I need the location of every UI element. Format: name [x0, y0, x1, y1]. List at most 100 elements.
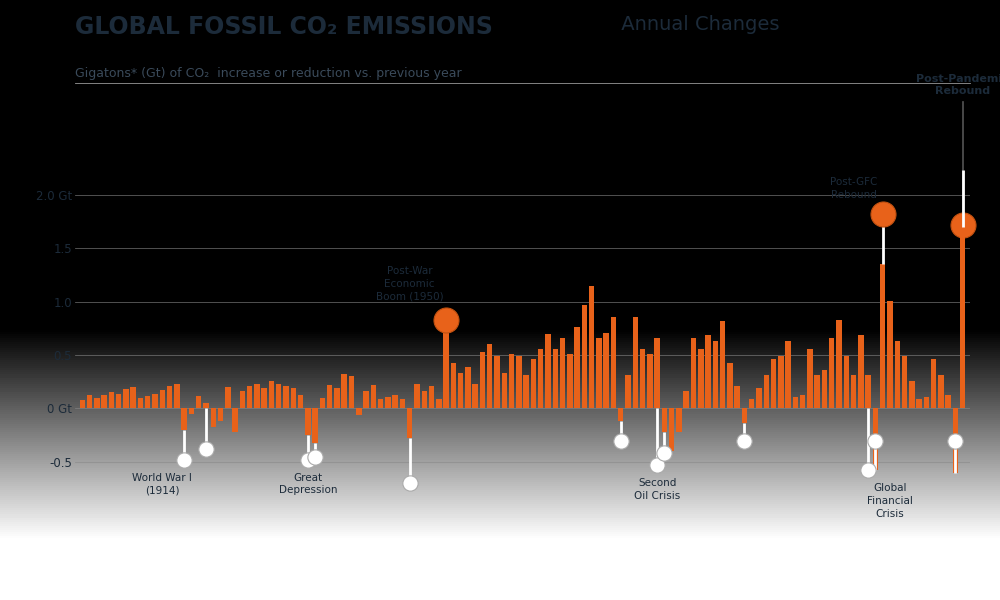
Bar: [429, 386, 434, 409]
Bar: [94, 398, 100, 409]
Bar: [531, 359, 536, 409]
Bar: [138, 398, 143, 409]
Bar: [196, 395, 201, 409]
Bar: [945, 395, 951, 409]
Text: Post-War
Economic
Boom (1950): Post-War Economic Boom (1950): [376, 266, 444, 302]
Bar: [225, 387, 231, 409]
Bar: [283, 386, 289, 409]
Bar: [502, 373, 507, 409]
Bar: [705, 335, 711, 409]
Bar: [647, 354, 653, 409]
Bar: [713, 341, 718, 409]
Bar: [931, 359, 936, 409]
Bar: [276, 384, 281, 409]
Text: Annual Changes: Annual Changes: [615, 15, 780, 34]
Bar: [211, 409, 216, 427]
Bar: [727, 362, 733, 409]
Bar: [160, 391, 165, 409]
Bar: [895, 341, 900, 409]
Bar: [247, 386, 252, 409]
Bar: [764, 376, 769, 409]
Bar: [174, 384, 180, 409]
Bar: [873, 409, 878, 470]
Text: GLOBAL FOSSIL CO₂ EMISSIONS: GLOBAL FOSSIL CO₂ EMISSIONS: [75, 15, 493, 39]
Bar: [152, 394, 158, 409]
Bar: [785, 341, 791, 409]
Bar: [254, 384, 260, 409]
Bar: [603, 332, 609, 409]
Text: World War I
(1914): World War I (1914): [132, 473, 192, 496]
Bar: [545, 334, 551, 409]
Bar: [640, 349, 645, 409]
Bar: [130, 387, 136, 409]
Text: Gigatons* (Gt) of CO₂  increase or reduction vs. previous year: Gigatons* (Gt) of CO₂ increase or reduct…: [75, 67, 462, 80]
Bar: [771, 359, 776, 409]
Bar: [807, 349, 813, 409]
Bar: [836, 320, 842, 409]
Bar: [880, 264, 885, 409]
Bar: [312, 409, 318, 443]
Bar: [829, 338, 834, 409]
Bar: [625, 376, 631, 409]
Bar: [778, 356, 784, 409]
Bar: [589, 286, 594, 409]
Bar: [298, 395, 303, 409]
Bar: [407, 409, 412, 439]
Bar: [167, 386, 172, 409]
Bar: [814, 376, 820, 409]
Bar: [567, 354, 573, 409]
Text: Global
Financial
Crisis: Global Financial Crisis: [867, 483, 913, 519]
Bar: [334, 388, 340, 409]
Bar: [218, 409, 223, 421]
Bar: [356, 409, 362, 415]
Bar: [851, 376, 856, 409]
Bar: [742, 409, 747, 424]
Bar: [109, 392, 114, 409]
Bar: [574, 327, 580, 409]
Bar: [887, 301, 893, 409]
Bar: [654, 338, 660, 409]
Bar: [385, 397, 391, 409]
Bar: [611, 317, 616, 409]
Bar: [909, 380, 915, 409]
Bar: [240, 391, 245, 409]
Bar: [291, 388, 296, 409]
Bar: [691, 338, 696, 409]
Bar: [800, 395, 805, 409]
Bar: [203, 403, 209, 409]
Bar: [509, 354, 514, 409]
Bar: [749, 399, 754, 409]
Bar: [451, 362, 456, 409]
Bar: [582, 305, 587, 409]
Bar: [902, 356, 907, 409]
Bar: [189, 409, 194, 414]
Bar: [341, 374, 347, 409]
Bar: [953, 409, 958, 473]
Bar: [844, 356, 849, 409]
Bar: [865, 376, 871, 409]
Bar: [698, 349, 704, 409]
Bar: [181, 409, 187, 430]
Bar: [232, 409, 238, 432]
Text: Post-GFC
Rebound: Post-GFC Rebound: [830, 177, 877, 200]
Bar: [938, 376, 944, 409]
Bar: [378, 399, 383, 409]
Text: Second
Oil Crisis: Second Oil Crisis: [634, 478, 680, 501]
Bar: [261, 388, 267, 409]
Bar: [822, 370, 827, 409]
Bar: [924, 397, 929, 409]
Bar: [414, 384, 420, 409]
Bar: [269, 380, 274, 409]
Bar: [363, 391, 369, 409]
Bar: [960, 227, 965, 409]
Bar: [560, 338, 565, 409]
Bar: [633, 317, 638, 409]
Bar: [793, 397, 798, 409]
Bar: [916, 399, 922, 409]
Bar: [756, 388, 762, 409]
Bar: [516, 356, 522, 409]
Bar: [145, 395, 150, 409]
Bar: [662, 409, 667, 432]
Bar: [676, 409, 682, 432]
Bar: [349, 376, 354, 409]
